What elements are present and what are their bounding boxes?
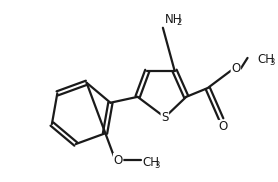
Text: O: O [231,62,240,75]
Text: S: S [161,111,168,124]
Text: NH: NH [165,13,182,26]
Text: 2: 2 [177,18,182,27]
Text: CH: CH [257,53,274,66]
Text: O: O [113,154,123,167]
Text: 3: 3 [154,161,160,170]
Text: O: O [219,120,228,134]
Text: 3: 3 [269,58,274,67]
Text: CH: CH [142,157,160,169]
